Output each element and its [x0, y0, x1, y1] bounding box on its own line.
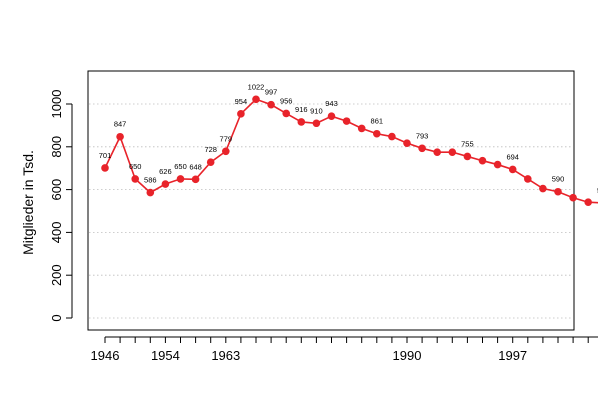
data-point: [463, 152, 472, 161]
x-tick-label: 1963: [211, 348, 240, 363]
data-label: 590: [552, 175, 565, 184]
data-point: [297, 118, 306, 126]
data-point: [282, 109, 291, 118]
data-point: [493, 160, 502, 169]
data-label: 650: [129, 162, 142, 171]
x-tick-label: 1954: [151, 348, 180, 363]
data-label: 1022: [248, 82, 265, 91]
data-point: [584, 198, 592, 207]
data-label: 701: [99, 151, 112, 160]
data-point: [176, 175, 185, 183]
plot-frame: [87, 70, 575, 331]
data-label: 956: [280, 96, 293, 105]
data-point: [191, 175, 200, 184]
data-label: 793: [416, 131, 429, 140]
data-point: [539, 184, 547, 193]
data-label: 847: [114, 120, 127, 129]
series-line: [104, 98, 598, 204]
data-point: [478, 156, 487, 165]
x-tick-label: 1990: [393, 348, 422, 363]
data-point: [403, 139, 411, 147]
data-label: 626: [159, 167, 172, 176]
data-label: 910: [310, 106, 323, 115]
series-layer: [101, 95, 598, 207]
data-point: [373, 129, 381, 138]
data-point: [508, 165, 517, 174]
data-point: [418, 144, 426, 153]
data-label: 694: [506, 152, 519, 161]
y-tick-label: 1000: [49, 90, 64, 119]
y-tick-label: 200: [49, 264, 64, 286]
data-point: [237, 110, 245, 118]
data-label: 779: [220, 134, 233, 143]
data-point: [312, 119, 321, 128]
data-point: [252, 95, 260, 104]
y-axis: 0 200 400 600 800 1000: [49, 90, 73, 322]
x-tick-label: 1946: [91, 348, 120, 363]
y-tick-label: 600: [49, 179, 64, 201]
data-point: [116, 132, 124, 141]
data-point: [448, 148, 457, 156]
y-axis-title: Mitglieder in Tsd.: [20, 150, 36, 255]
data-label: 997: [265, 88, 278, 97]
data-label: 755: [461, 139, 474, 148]
y-tick-label: 400: [49, 222, 64, 244]
data-point: [267, 100, 275, 109]
data-point: [569, 193, 577, 202]
data-point: [161, 180, 170, 188]
data-label: 943: [325, 99, 338, 108]
data-point: [206, 158, 215, 167]
data-label: 728: [204, 145, 217, 154]
data-point: [327, 112, 336, 120]
data-point: [388, 132, 396, 141]
data-label: 861: [371, 117, 384, 126]
data-point: [433, 148, 442, 156]
y-tick-label: 800: [49, 136, 64, 158]
data-label: 916: [295, 105, 308, 114]
data-point: [146, 188, 155, 197]
y-tick-label: 0: [49, 314, 64, 321]
data-label: 648: [189, 162, 202, 171]
data-point: [342, 117, 351, 125]
data-label: 954: [235, 97, 248, 106]
data-point: [357, 124, 366, 133]
data-point: [101, 164, 109, 172]
data-point: [524, 175, 532, 183]
data-label: 650: [174, 162, 187, 171]
x-tick-label: 1997: [498, 348, 527, 363]
data-point: [554, 187, 562, 196]
data-point: [131, 175, 139, 183]
data-point: [222, 147, 230, 156]
grid-layer: [89, 103, 573, 319]
data-label: 586: [144, 176, 157, 185]
x-axis: 1946195419631990199720042011: [91, 336, 598, 363]
